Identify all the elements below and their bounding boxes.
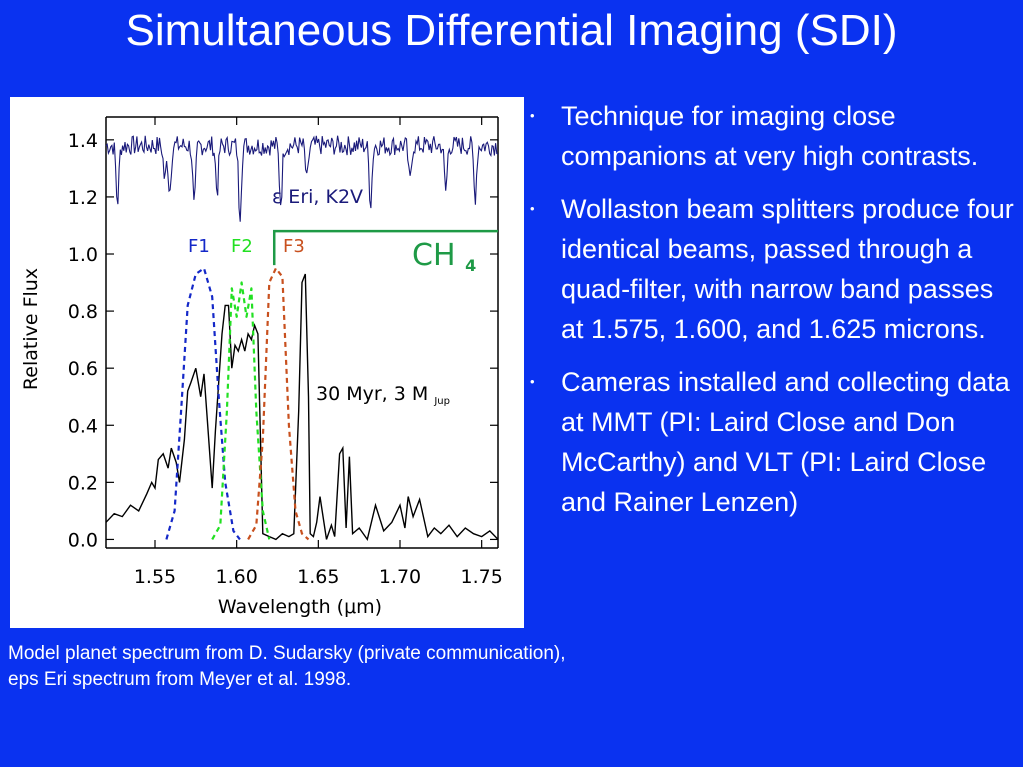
bullet-item: • Technique for imaging close companions… bbox=[528, 96, 1020, 176]
x-tick-label: 1.60 bbox=[216, 566, 258, 588]
planet-spectrum-line bbox=[105, 273, 499, 542]
filter-label-f2: F2 bbox=[231, 236, 253, 257]
ch4-band-bracket bbox=[272, 229, 498, 266]
filter-curve-f2 bbox=[211, 281, 271, 540]
bullet-item: • Wollaston beam splitters produce four … bbox=[528, 189, 1020, 349]
y-tick-label: 0.6 bbox=[68, 358, 98, 380]
bullet-list: • Technique for imaging close companions… bbox=[528, 96, 1020, 535]
ch4-label: CH 4 bbox=[412, 238, 476, 275]
y-tick-label: 1.2 bbox=[68, 187, 98, 209]
plot-frame bbox=[105, 116, 499, 549]
bullet-dot-icon: • bbox=[530, 108, 535, 123]
plot-series bbox=[105, 135, 499, 542]
spectrum-figure: 1.55 1.60 1.65 1.70 1.75 0.0 0.2 0.4 0.6 0.8 1.0 1.… bbox=[10, 97, 524, 628]
plot-labels: Relative Flux Wavelength (μm) ε Eri, K2V… bbox=[20, 186, 476, 618]
star-label: ε Eri, K2V bbox=[272, 186, 363, 208]
ch4-label-sub: 4 bbox=[465, 256, 476, 275]
y-axis-label: Relative Flux bbox=[20, 268, 42, 390]
axis-ticks: 1.55 1.60 1.65 1.70 1.75 0.0 0.2 0.4 0.6 0.8 1.0 1.… bbox=[68, 117, 503, 588]
bullet-dot-icon: • bbox=[530, 201, 535, 216]
bullet-item: • Cameras installed and collecting data … bbox=[528, 362, 1020, 522]
y-tick-label: 0.4 bbox=[68, 415, 98, 437]
bullet-text: Wollaston beam splitters produce four id… bbox=[561, 194, 1014, 344]
x-tick-label: 1.70 bbox=[379, 566, 421, 588]
figure-caption: Model planet spectrum from D. Sudarsky (… bbox=[8, 643, 566, 690]
x-tick-label: 1.75 bbox=[461, 566, 503, 588]
y-tick-label: 1.0 bbox=[68, 244, 98, 266]
bullet-text: Cameras installed and collecting data at… bbox=[561, 367, 1010, 517]
bullet-text: Technique for imaging close companions a… bbox=[561, 101, 979, 171]
ch4-label-main: CH bbox=[412, 238, 456, 273]
x-axis-label: Wavelength (μm) bbox=[218, 596, 382, 618]
filter-label-f1: F1 bbox=[188, 236, 210, 257]
planet-label-sub: Jup bbox=[433, 396, 450, 407]
y-tick-label: 1.4 bbox=[68, 130, 98, 152]
spectrum-chart: 1.55 1.60 1.65 1.70 1.75 0.0 0.2 0.4 0.6 0.8 1.0 1.… bbox=[20, 116, 503, 618]
filter-label-f3: F3 bbox=[283, 236, 305, 257]
bullet-dot-icon: • bbox=[530, 374, 535, 389]
y-tick-label: 0.8 bbox=[68, 301, 98, 323]
x-tick-label: 1.55 bbox=[134, 566, 176, 588]
x-tick-label: 1.65 bbox=[297, 566, 339, 588]
y-tick-label: 0.2 bbox=[68, 472, 98, 494]
planet-label-main: 30 Myr, 3 M bbox=[316, 383, 428, 405]
slide-title: Simultaneous Differential Imaging (SDI) bbox=[125, 6, 898, 55]
filter-curve-f3 bbox=[247, 267, 310, 541]
y-tick-label: 0.0 bbox=[68, 529, 98, 551]
star-spectrum-line bbox=[105, 135, 499, 222]
planet-label: 30 Myr, 3 M Jup bbox=[316, 383, 450, 407]
